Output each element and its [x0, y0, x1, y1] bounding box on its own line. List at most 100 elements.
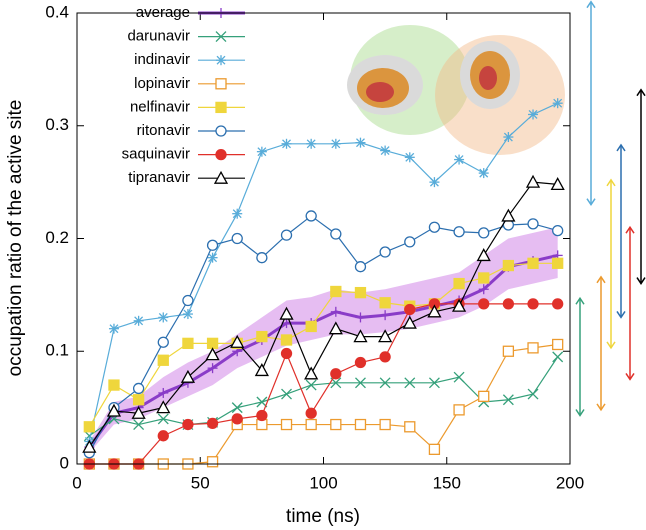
marker [157, 413, 169, 425]
x-tick-label: 100 [309, 473, 337, 492]
marker-shape [354, 261, 367, 273]
marker-shape [379, 418, 391, 431]
marker [206, 239, 219, 251]
marker-shape [502, 259, 515, 272]
marker [428, 221, 441, 233]
marker-shape [354, 418, 367, 431]
marker-stroke [503, 132, 513, 142]
marker [132, 382, 145, 395]
marker [404, 236, 416, 248]
marker-shape [552, 257, 564, 269]
marker-stroke [83, 430, 95, 442]
marker-shape [131, 405, 146, 419]
marker [527, 257, 539, 269]
marker [502, 259, 515, 272]
marker-shape [328, 321, 343, 335]
marker-stroke [257, 147, 267, 157]
marker [552, 298, 564, 310]
marker-shape [256, 252, 268, 264]
marker-shape [404, 421, 416, 433]
marker-stroke [109, 324, 119, 334]
marker-shape [552, 338, 564, 351]
marker [451, 298, 467, 312]
marker [305, 418, 317, 431]
marker [158, 312, 169, 323]
x-axis-label: time (ns) [286, 506, 360, 527]
marker-shape [182, 418, 194, 431]
inset-structure [347, 25, 565, 155]
marker [231, 232, 243, 245]
marker-shape [206, 417, 219, 430]
marker-shape [304, 366, 319, 380]
marker-stroke [380, 146, 390, 156]
marker [478, 298, 490, 310]
marker-shape [428, 443, 441, 455]
legend-label: darunavir [127, 28, 190, 45]
arrow-head [625, 373, 635, 381]
marker [427, 304, 442, 318]
series-line [88, 181, 558, 448]
marker [182, 337, 194, 350]
marker-stroke [552, 351, 564, 363]
range-arrow [586, 0, 596, 207]
legend-label: saquinavir [122, 146, 190, 163]
marker [133, 419, 145, 430]
marker [527, 342, 539, 354]
marker-shape [157, 336, 169, 348]
marker-shape [280, 334, 293, 346]
marker [527, 388, 539, 400]
marker [355, 137, 366, 148]
marker [305, 407, 317, 419]
marker [215, 125, 227, 137]
marker [330, 368, 342, 380]
marker-stroke [134, 316, 144, 326]
arrow-head [596, 403, 606, 412]
marker-shape [378, 329, 393, 343]
marker [215, 148, 227, 161]
marker [215, 101, 227, 114]
marker [232, 208, 243, 219]
marker-shape [132, 382, 145, 395]
marker-shape [215, 101, 227, 114]
marker-stroke [306, 139, 316, 149]
marker [528, 109, 539, 120]
marker [330, 285, 342, 298]
marker [180, 369, 196, 383]
marker [550, 177, 565, 191]
marker [552, 224, 564, 237]
range-arrow [596, 275, 606, 412]
marker [429, 177, 440, 188]
marker [279, 306, 294, 320]
marker [355, 312, 366, 323]
marker [256, 252, 268, 264]
range-arrow [636, 88, 646, 285]
y-tick-label: 0.3 [45, 115, 69, 134]
marker-shape [476, 248, 491, 262]
legend-label: nelfinavir [130, 98, 190, 115]
marker [280, 229, 293, 241]
marker [106, 403, 122, 417]
marker [404, 152, 415, 163]
marker-shape [451, 298, 467, 312]
marker [478, 390, 490, 403]
marker-shape [132, 394, 145, 406]
marker [83, 421, 95, 433]
marker-stroke [158, 312, 168, 322]
marker-shape [157, 430, 169, 442]
marker-shape [230, 334, 245, 348]
marker-shape [402, 315, 417, 329]
marker-shape [215, 78, 227, 90]
marker [108, 323, 119, 334]
y-tick-label: 0 [60, 453, 69, 472]
marker-shape [478, 227, 490, 239]
marker [305, 379, 317, 391]
marker-stroke [330, 377, 342, 389]
marker [527, 298, 539, 310]
marker [206, 337, 219, 350]
marker [454, 154, 465, 165]
marker-shape [379, 297, 391, 309]
marker [527, 218, 539, 230]
marker-stroke [183, 309, 193, 319]
marker [502, 298, 515, 310]
marker-shape [256, 330, 268, 343]
